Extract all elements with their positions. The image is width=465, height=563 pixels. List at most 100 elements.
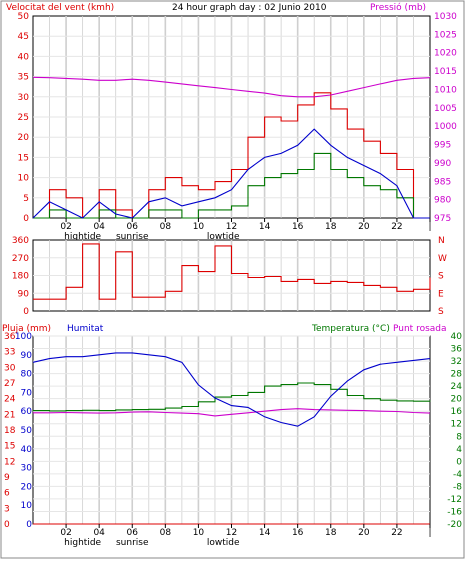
temp-x-marker-hightide: hightide — [64, 538, 101, 548]
temperature-axis-tick-label: -16 — [447, 507, 462, 517]
temp-x-tick-label: 20 — [358, 528, 370, 538]
wind-x-tick-label: 12 — [226, 222, 237, 232]
humidity-axis-tick-label: 90 — [21, 351, 33, 361]
humidity-label: Humitat — [67, 324, 104, 334]
wind-x-tick-label: 22 — [391, 222, 402, 232]
direction-compass-label: N — [438, 236, 445, 246]
humidity-axis-tick-label: 100 — [15, 332, 32, 342]
direction-axis-tick-label: 90 — [18, 289, 30, 299]
wind-axis-tick-label: 30 — [18, 93, 30, 103]
wind-x-tick-label: 14 — [259, 222, 271, 232]
temperature-axis-tick-label: 36 — [451, 345, 463, 355]
temperature-axis-tick-label: 0 — [456, 457, 462, 467]
wind-axis-tick-label: 20 — [18, 133, 30, 143]
pressure-axis-tick-label: 1025 — [434, 30, 457, 40]
direction-axis-tick-label: 0 — [23, 307, 29, 317]
rain-label: Pluja (mm) — [2, 324, 51, 334]
direction-axis-tick-label: 180 — [12, 272, 29, 282]
temperature-line — [33, 382, 431, 412]
wind-x-marker-sunrise: sunrise — [116, 232, 149, 242]
temperature-axis-tick-label: -20 — [447, 520, 462, 530]
temp-x-tick-label: 16 — [292, 528, 304, 538]
rain-axis-tick-label: 3 — [4, 504, 10, 514]
wind-axis-tick-label: 40 — [18, 52, 30, 62]
humidity-axis-tick-label: 0 — [26, 520, 32, 530]
wind-axis-tick-label: 15 — [18, 153, 29, 163]
rain-axis-tick-label: 18 — [4, 426, 16, 436]
pressure-axis-tick-label: 985 — [434, 177, 451, 187]
rain-axis-tick-label: 12 — [4, 457, 15, 467]
wind-x-tick-label: 10 — [193, 222, 205, 232]
humidity-axis-tick-label: 40 — [21, 445, 33, 455]
graph-title: 24 hour graph day : 02 Junio 2010 — [172, 3, 327, 13]
pressure-axis-tick-label: 1010 — [434, 85, 457, 95]
rain-axis-tick-label: 36 — [4, 332, 16, 342]
humidity-axis-tick-label: 60 — [21, 407, 33, 417]
temp-x-tick-label: 22 — [391, 528, 402, 538]
temp-x-marker-sunrise: sunrise — [116, 538, 149, 548]
wind-speed-label: Velocitat del vent (kmh) — [6, 3, 114, 13]
rain-axis-tick-label: 30 — [4, 363, 16, 373]
wind-x-tick-label: 08 — [160, 222, 172, 232]
pressure-axis-tick-label: 1005 — [434, 104, 457, 114]
pressure-axis-tick-label: 1030 — [434, 12, 457, 22]
temperature-axis-tick-label: 4 — [456, 445, 462, 455]
rain-axis-tick-label: 21 — [4, 410, 15, 420]
dewpoint-label: Punt rosada — [393, 324, 447, 334]
temperature-axis-tick-label: 24 — [451, 382, 463, 392]
rain-axis-tick-label: 6 — [4, 489, 10, 499]
temperature-axis-tick-label: 32 — [451, 357, 462, 367]
wind-x-marker-hightide: hightide — [64, 232, 101, 242]
pressure-axis-tick-label: 990 — [434, 159, 451, 169]
rain-axis-tick-label: 27 — [4, 379, 15, 389]
temp-x-tick-label: 14 — [259, 528, 271, 538]
temp-x-tick-label: 18 — [325, 528, 337, 538]
pressure-axis-tick-label: 1015 — [434, 67, 457, 77]
temperature-axis-tick-label: -8 — [453, 482, 462, 492]
rain-axis-tick-label: 0 — [4, 520, 10, 530]
wind-x-tick-label: 20 — [358, 222, 370, 232]
humidity-axis-tick-label: 70 — [21, 388, 33, 398]
direction-axis-tick-label: 360 — [12, 236, 29, 246]
humidity-axis-tick-label: 80 — [21, 370, 33, 380]
humidity-line — [32, 352, 431, 427]
rain-axis-tick-label: 24 — [4, 395, 16, 405]
temperature-axis-tick-label: -4 — [453, 470, 462, 480]
pressure-axis-tick-label: 980 — [434, 196, 451, 206]
wind-axis-tick-label: 45 — [18, 32, 29, 42]
temp-x-tick-label: 10 — [193, 528, 205, 538]
humidity-axis-tick-label: 30 — [21, 464, 33, 474]
temp-x-marker-lowtide: lowtide — [207, 538, 240, 548]
wind-x-tick-label: 02 — [60, 222, 71, 232]
wind-x-tick-label: 16 — [292, 222, 304, 232]
pressure-axis-tick-label: 1020 — [434, 49, 457, 59]
temperature-label: Temperatura (°C) — [311, 324, 390, 334]
dewpoint-line — [33, 408, 431, 417]
wind-axis-tick-label: 25 — [18, 113, 29, 123]
direction-compass-label: S — [438, 272, 444, 282]
temperature-axis-tick-label: 16 — [451, 407, 463, 417]
temperature-axis-tick-label: 40 — [451, 332, 463, 342]
wind-x-marker-lowtide: lowtide — [207, 232, 240, 242]
wind-x-tick-label: 06 — [127, 222, 139, 232]
temperature-axis-tick-label: 20 — [451, 395, 463, 405]
wind-x-tick-label: 04 — [93, 222, 105, 232]
wind-axis-tick-label: 5 — [23, 194, 29, 204]
wind-x-tick-label: | — [428, 222, 431, 232]
temperature-axis-tick-label: 8 — [456, 432, 462, 442]
temp-x-tick-label: 12 — [226, 528, 237, 538]
temp-x-tick-label: 08 — [160, 528, 172, 538]
wind-min-line — [33, 152, 430, 219]
temperature-axis-tick-label: -12 — [447, 495, 462, 505]
pressure-label: Pressió (mb) — [370, 2, 426, 13]
humidity-axis-tick-label: 50 — [21, 426, 33, 436]
wind-axis-tick-label: 10 — [18, 174, 30, 184]
temperature-axis-tick-label: 12 — [451, 420, 462, 430]
direction-compass-label: E — [438, 289, 444, 299]
wind-axis-tick-label: 0 — [23, 214, 29, 224]
rain-axis-tick-label: 33 — [4, 348, 15, 358]
temp-x-tick-label: 04 — [93, 528, 105, 538]
